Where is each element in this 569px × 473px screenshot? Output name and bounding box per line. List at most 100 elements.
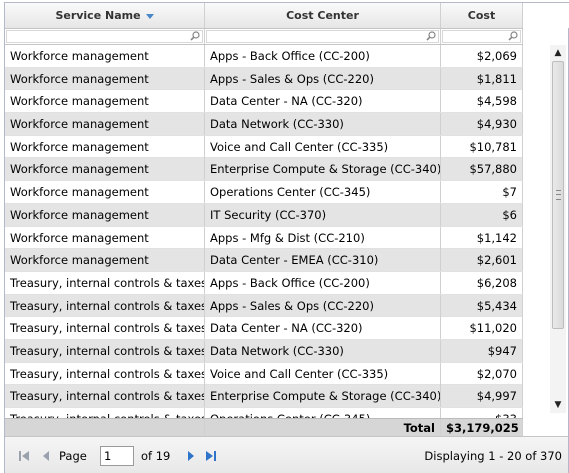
filter-input-cost-center[interactable] [206,30,439,43]
vertical-scrollbar[interactable]: ▲ ▼ [550,45,566,413]
table-row[interactable]: Workforce management Data Network (CC-330… [5,113,523,136]
sort-descending-icon [145,13,154,19]
cell-cost: $4,997 [441,385,523,408]
cell-service-name: Workforce management [5,249,205,272]
page-count-label: of 19 [141,449,171,463]
column-header-service-name[interactable]: Service Name [5,3,205,28]
cell-cost: $2,070 [441,362,523,385]
table-row[interactable]: Workforce management Voice and Call Cente… [5,135,523,159]
cell-cost-center: Data Network (CC-330) [205,339,441,362]
total-label: Total [205,419,441,437]
filter-cell-cost [441,29,523,44]
prev-page-icon[interactable] [39,449,53,463]
cell-cost: $57,880 [441,158,523,181]
cell-cost-center: Voice and Call Center (CC-335) [205,362,441,385]
cell-cost-center: Data Center - EMEA (CC-310) [205,249,441,272]
cell-cost-center: Enterprise Compute & Storage (CC-340) [205,385,441,408]
paging-toolbar: Page of 19 Displaying 1 - 20 of 370 [5,436,568,473]
table-row[interactable]: Workforce management Apps - Mfg & Dist (C… [5,226,523,250]
search-icon [508,31,518,41]
cell-service-name: Workforce management [5,67,205,90]
scrollbar-thumb[interactable] [552,61,564,329]
cell-cost: $6 [441,203,523,226]
paging-display-info: Displaying 1 - 20 of 370 [424,449,562,463]
table-row[interactable]: Treasury, internal controls & taxes Enter… [5,385,523,408]
cell-service-name: Workforce management [5,90,205,113]
table-row[interactable]: Workforce management Enterprise Compute &… [5,158,523,182]
table-row[interactable]: Workforce management Operations Center (C… [5,181,523,204]
cell-service-name: Treasury, internal controls & taxes [5,271,205,294]
filter-cell-cost-center [205,29,441,44]
cell-cost-center: Apps - Mfg & Dist (CC-210) [205,226,441,249]
cell-cost: $947 [441,339,523,362]
next-page-icon[interactable] [184,449,198,463]
cell-cost: $4,598 [441,90,523,113]
cell-cost: $6,208 [441,271,523,294]
filter-input-service-name[interactable] [6,30,203,43]
cell-cost-center: Voice and Call Center (CC-335) [205,135,441,158]
cell-service-name: Workforce management [5,181,205,204]
scroll-up-arrow-icon[interactable]: ▲ [554,48,562,58]
cell-service-name: Treasury, internal controls & taxes [5,317,205,340]
cell-cost: $1,811 [441,67,523,90]
cell-cost-center: Apps - Sales & Ops (CC-220) [205,67,441,90]
table-row[interactable]: Treasury, internal controls & taxes Data … [5,339,523,363]
cell-cost-center: Operations Center (CC-345) [205,408,441,418]
cell-cost-center: Apps - Sales & Ops (CC-220) [205,294,441,317]
cell-service-name: Workforce management [5,45,205,67]
table-row[interactable]: Workforce management Apps - Back Office (… [5,45,523,68]
cell-cost-center: Data Center - NA (CC-320) [205,317,441,340]
cell-service-name: Workforce management [5,158,205,181]
total-value: $3,179,025 [441,419,523,437]
search-icon [426,31,436,41]
cell-cost-center: Data Network (CC-330) [205,113,441,136]
cell-cost: $4,930 [441,113,523,136]
filter-input-cost[interactable] [442,30,521,43]
cell-cost: $11,020 [441,317,523,340]
table-row[interactable]: Workforce management Apps - Sales & Ops (… [5,67,523,91]
table-row[interactable]: Treasury, internal controls & taxes Voice… [5,362,523,386]
grid-body: Workforce management Apps - Back Office (… [5,45,523,418]
cost-grid: Service Name Cost Center Cost Workforce … [4,2,569,473]
page-number-input[interactable] [100,446,134,466]
first-page-icon[interactable] [17,449,31,463]
column-header-cost[interactable]: Cost [441,3,523,28]
column-header-cost-center[interactable]: Cost Center [205,3,441,28]
table-row[interactable]: Workforce management Data Center - NA (CC… [5,90,523,114]
search-icon [190,31,200,41]
cell-cost-center: Data Center - NA (CC-320) [205,90,441,113]
table-row[interactable]: Workforce management Data Center - EMEA (… [5,249,523,272]
cell-cost: $33 [441,408,523,418]
cell-service-name: Treasury, internal controls & taxes [5,339,205,362]
table-row[interactable]: Treasury, internal controls & taxes Data … [5,317,523,340]
column-header-label: Cost [467,9,496,22]
filter-row [5,29,523,45]
page-label: Page [59,449,87,463]
table-row[interactable]: Treasury, internal controls & taxes Apps … [5,271,523,295]
last-page-icon[interactable] [204,449,218,463]
table-row[interactable]: Workforce management IT Security (CC-370)… [5,203,523,227]
cell-service-name: Treasury, internal controls & taxes [5,385,205,408]
cell-service-name: Workforce management [5,226,205,249]
cell-cost: $2,601 [441,249,523,272]
table-row[interactable]: Treasury, internal controls & taxes Apps … [5,294,523,318]
table-row[interactable]: Treasury, internal controls & taxesOpera… [5,408,523,418]
scroll-down-arrow-icon[interactable]: ▼ [554,400,562,410]
cell-cost: $2,069 [441,45,523,67]
column-header-label: Service Name [55,9,141,22]
grid-header: Service Name Cost Center Cost [5,3,523,29]
cell-cost-center: IT Security (CC-370) [205,203,441,226]
cell-cost: $1,142 [441,226,523,249]
cell-service-name: Treasury, internal controls & taxes [5,408,205,418]
cell-cost: $5,434 [441,294,523,317]
cell-cost-center: Operations Center (CC-345) [205,181,441,204]
cell-service-name: Workforce management [5,203,205,226]
cell-cost-center: Apps - Back Office (CC-200) [205,45,441,67]
cell-service-name: Workforce management [5,113,205,136]
grip-icon [556,190,561,200]
cell-cost: $7 [441,181,523,204]
cell-service-name: Workforce management [5,135,205,158]
cell-cost: $10,781 [441,135,523,158]
header-spacer [523,3,569,28]
cell-service-name: Treasury, internal controls & taxes [5,294,205,317]
